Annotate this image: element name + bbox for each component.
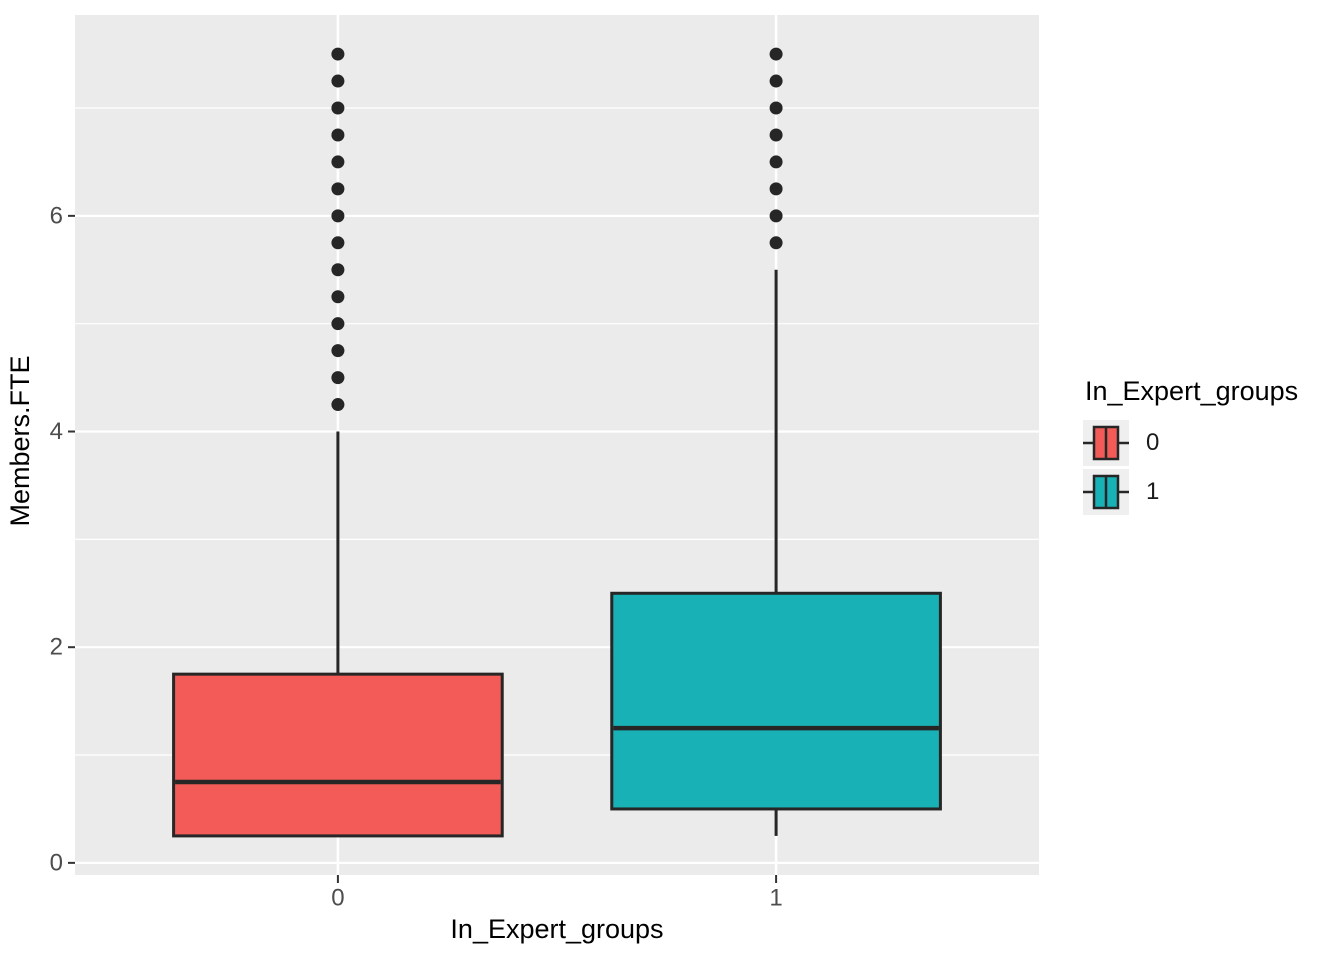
legend-label: 1	[1146, 478, 1160, 505]
x-tick-label: 0	[331, 885, 344, 912]
x-tick-label: 1	[769, 885, 782, 912]
y-tick-label: 2	[50, 634, 63, 661]
outlier-point-group-0	[331, 128, 345, 142]
outlier-point-group-0	[331, 155, 345, 169]
legend-key-boxplot-icon	[1083, 420, 1129, 466]
outlier-point-group-1	[769, 155, 783, 169]
legend-label: 0	[1146, 429, 1160, 456]
y-tick-label: 4	[50, 418, 63, 445]
legend-entry-1: 1	[1083, 469, 1333, 515]
outlier-point-group-0	[331, 209, 345, 223]
outlier-point-group-1	[769, 236, 783, 250]
legend-entry-0: 0	[1083, 420, 1333, 466]
outlier-point-group-1	[769, 101, 783, 115]
outlier-point-group-0	[331, 263, 345, 277]
outlier-point-group-0	[331, 317, 345, 331]
y-tick-label: 6	[50, 202, 63, 229]
outlier-point-group-0	[331, 344, 345, 358]
outlier-point-group-0	[331, 236, 345, 250]
box-group-1	[610, 591, 942, 811]
outlier-point-group-0	[331, 371, 345, 385]
outlier-point-group-1	[769, 74, 783, 88]
y-axis-title: Members.FTE	[5, 355, 35, 527]
outlier-point-group-1	[769, 128, 783, 142]
outlier-point-group-0	[331, 290, 345, 304]
outlier-point-group-0	[331, 47, 345, 61]
legend-key-boxplot-icon	[1083, 469, 1129, 515]
outlier-point-group-1	[769, 47, 783, 61]
outlier-point-group-0	[331, 398, 345, 412]
x-axis-title: In_Expert_groups	[450, 914, 664, 944]
outlier-point-group-0	[331, 101, 345, 115]
y-tick-label: 0	[50, 849, 63, 876]
box-group-0	[172, 672, 504, 838]
outlier-point-group-0	[331, 74, 345, 88]
outlier-point-group-0	[331, 182, 345, 196]
outlier-point-group-1	[769, 182, 783, 196]
outlier-point-group-1	[769, 209, 783, 223]
legend-title: In_Expert_groups	[1085, 376, 1299, 406]
